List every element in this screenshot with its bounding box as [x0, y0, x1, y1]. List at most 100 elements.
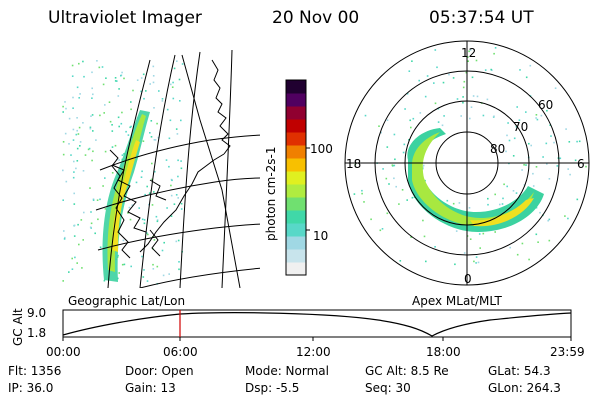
noise-speck [494, 231, 496, 233]
noise-speck [382, 168, 384, 170]
noise-speck [149, 83, 151, 85]
noise-speck [135, 181, 138, 184]
colorbar-band [286, 80, 306, 94]
noise-speck [393, 164, 396, 167]
noise-speck [434, 246, 436, 248]
noise-speck [546, 109, 548, 112]
noise-speck [109, 120, 112, 123]
noise-speck [393, 177, 395, 180]
noise-speck [437, 121, 440, 123]
noise-speck [361, 189, 363, 192]
noise-speck [493, 52, 495, 55]
noise-speck [403, 143, 406, 146]
noise-speck [554, 87, 557, 89]
noise-speck [548, 239, 551, 242]
noise-speck [578, 140, 581, 143]
mlt-label-0: 0 [464, 272, 472, 286]
noise-speck [90, 222, 93, 225]
apex-caption: Apex MLat/MLT [412, 294, 502, 308]
noise-speck [469, 238, 472, 240]
noise-speck [71, 257, 73, 260]
noise-speck [103, 279, 106, 282]
noise-speck [479, 247, 481, 249]
noise-speck [121, 263, 124, 266]
geo-grid-lines [95, 49, 260, 288]
noise-speck [91, 71, 93, 74]
noise-speck [153, 107, 155, 109]
noise-speck [178, 78, 181, 81]
noise-speck [548, 218, 551, 221]
noise-speck [154, 170, 156, 173]
noise-speck [161, 249, 164, 252]
noise-speck [151, 178, 153, 181]
noise-speck [402, 151, 405, 154]
noise-speck [136, 79, 139, 81]
noise-speck [166, 207, 168, 209]
noise-speck [123, 263, 126, 266]
noise-speck [463, 252, 466, 254]
noise-speck [452, 202, 455, 205]
noise-speck [460, 115, 462, 117]
noise-speck [79, 141, 82, 143]
noise-speck [92, 150, 94, 153]
noise-speck [535, 114, 538, 116]
noise-speck [490, 68, 492, 71]
noise-speck [98, 66, 101, 69]
noise-speck [125, 130, 127, 133]
noise-speck [97, 218, 99, 221]
noise-speck [130, 101, 132, 103]
noise-speck [82, 170, 85, 172]
noise-speck [176, 60, 178, 62]
noise-speck [529, 64, 532, 67]
noise-speck [73, 235, 76, 237]
noise-speck [177, 197, 179, 199]
noise-speck [114, 80, 117, 82]
noise-speck [76, 129, 78, 132]
info-gc-alt: GC Alt: 8.5 Re [365, 364, 449, 378]
colorbar-band [286, 236, 306, 250]
noise-speck [434, 49, 437, 51]
colorbar-band [286, 262, 306, 276]
noise-speck [145, 90, 147, 92]
noise-speck [140, 90, 142, 93]
noise-speck [455, 230, 458, 232]
mlt-label-18: 18 [346, 157, 362, 171]
noise-speck [146, 280, 149, 282]
noise-speck [156, 122, 158, 125]
noise-speck [90, 115, 92, 117]
alt-xtick-1800: 18:00 [426, 345, 461, 359]
noise-speck [521, 242, 524, 245]
noise-speck [475, 59, 478, 62]
noise-speck [172, 97, 175, 100]
noise-speck [499, 203, 501, 206]
noise-speck [62, 153, 65, 156]
time-label: 05:37:54 UT [429, 8, 534, 28]
noise-speck [525, 111, 527, 113]
lat-label-60: 60 [538, 98, 554, 112]
noise-speck [130, 108, 132, 111]
noise-speck [141, 170, 143, 173]
noise-speck [114, 144, 117, 147]
noise-speck [442, 81, 445, 84]
noise-speck [157, 136, 160, 139]
noise-speck [102, 83, 105, 86]
noise-speck [158, 90, 160, 92]
noise-speck [91, 114, 94, 116]
noise-speck [96, 199, 99, 201]
noise-speck [408, 139, 410, 141]
noise-speck [507, 122, 509, 124]
noise-speck [141, 255, 143, 258]
noise-speck [516, 106, 518, 108]
noise-speck [156, 219, 159, 221]
colorbar-band [286, 171, 306, 185]
noise-speck [74, 256, 76, 259]
noise-speck [150, 120, 153, 122]
noise-speck [168, 273, 170, 275]
noise-speck [169, 119, 172, 122]
alt-ytick-9: 9.0 [27, 306, 47, 320]
noise-speck [361, 192, 363, 195]
noise-speck [386, 146, 389, 148]
noise-speck [127, 212, 129, 214]
noise-speck [540, 114, 543, 117]
noise-speck [84, 154, 87, 156]
